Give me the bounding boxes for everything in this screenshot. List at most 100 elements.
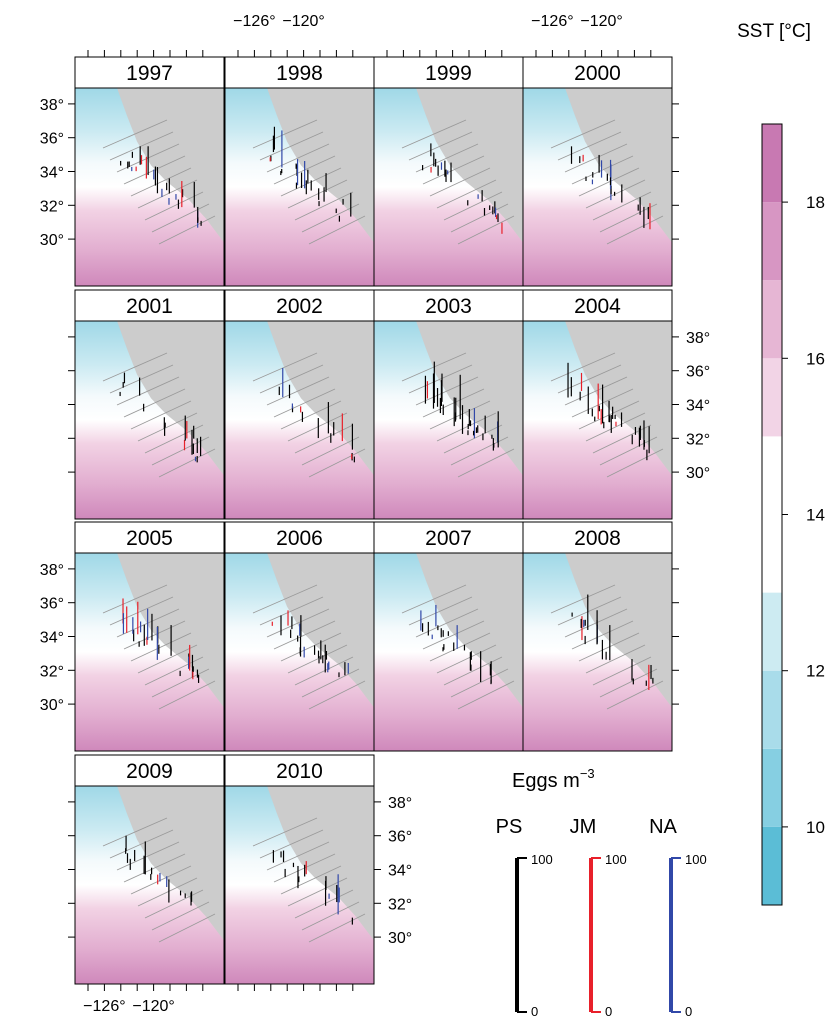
survey-track [151, 436, 210, 466]
egg-spikes [570, 146, 651, 230]
survey-track [308, 215, 366, 245]
lon-tick-label: −126° [233, 13, 275, 30]
panel-year: 2007 [425, 527, 472, 550]
panel-2001: 2001 [74, 289, 225, 520]
panel-border [522, 552, 673, 752]
survey-track [273, 388, 336, 418]
survey-track [137, 877, 198, 907]
survey-track [301, 668, 360, 698]
survey-track [401, 584, 467, 614]
panel-header [373, 289, 524, 322]
panel-header [522, 521, 673, 554]
lat-tick-label: 36° [388, 829, 412, 846]
survey-track [429, 632, 491, 662]
colorbar-band [762, 592, 782, 671]
egg-spikes [571, 594, 654, 690]
survey-tracks [252, 119, 366, 245]
lat-tick-label: 38° [686, 330, 710, 347]
survey-track [422, 620, 485, 650]
panel-2005: 2005 [74, 521, 225, 752]
survey-track [415, 376, 479, 406]
lat-tick-label: 34° [686, 398, 710, 415]
survey-tracks [550, 584, 664, 710]
survey-tracks [401, 119, 515, 245]
survey-track [599, 668, 658, 698]
colorbar-band [762, 436, 782, 593]
survey-track [606, 215, 664, 245]
panel-1999: 1999 [373, 56, 524, 287]
survey-track [415, 608, 479, 638]
legend-title: Eggs m−3 [512, 766, 595, 792]
survey-track [137, 179, 198, 209]
legend-max-label: 100 [685, 852, 707, 867]
colorbar-band [762, 202, 782, 281]
panel-year: 2000 [574, 62, 621, 85]
survey-track [252, 352, 318, 382]
lat-tick-label: 34° [40, 165, 64, 182]
survey-track [308, 448, 366, 478]
survey-track [130, 865, 192, 895]
survey-track [158, 448, 216, 478]
land-mass [565, 553, 672, 708]
lon-tick-label: −120° [282, 13, 324, 30]
colorbar-tick-label: 18 [806, 193, 825, 212]
legend-min-label: 0 [685, 1004, 692, 1019]
survey-track [252, 584, 318, 614]
survey-track [457, 680, 515, 710]
survey-track [158, 215, 216, 245]
colorbar-tick-label: 16 [806, 349, 825, 368]
survey-track [266, 608, 330, 638]
panel-year: 2008 [574, 527, 621, 550]
colorbar-tick-label: 14 [806, 506, 825, 525]
panel-year: 2009 [126, 760, 173, 783]
panel-year: 1999 [425, 62, 472, 85]
panel-year: 1998 [276, 62, 323, 85]
lon-tick-label: −120° [580, 13, 622, 30]
panel-2006: 2006 [224, 521, 375, 752]
panel-header [74, 56, 225, 89]
panel-2000: 2000 [522, 56, 673, 287]
lon-tick-label: −126° [531, 13, 573, 30]
colorbar-band [762, 748, 782, 827]
egg-spikes [125, 835, 193, 906]
panel-border [74, 552, 225, 752]
legend-max-label: 100 [605, 852, 627, 867]
survey-track [443, 424, 503, 454]
survey-track [109, 596, 174, 626]
egg-spikes [269, 126, 352, 222]
panel-border [74, 320, 225, 520]
survey-track [401, 119, 467, 149]
survey-track [457, 215, 515, 245]
survey-track [116, 376, 180, 406]
legend-min-label: 0 [531, 1004, 538, 1019]
survey-track [266, 841, 330, 871]
lat-tick-label: 38° [388, 795, 412, 812]
colorbar-band [762, 358, 782, 437]
survey-track [137, 644, 198, 674]
survey-track [287, 877, 348, 907]
land-mass [267, 88, 374, 243]
survey-track [158, 680, 216, 710]
lat-tick-label: 30° [40, 697, 64, 714]
survey-track [259, 364, 324, 394]
survey-track [109, 364, 174, 394]
lat-tick-label: 38° [40, 562, 64, 579]
colorbar-title: SST [°C] [737, 21, 811, 42]
land-mass [117, 321, 224, 476]
lat-tick-label: 32° [40, 198, 64, 215]
survey-track [443, 191, 503, 221]
survey-track [564, 376, 628, 406]
survey-track [123, 388, 186, 418]
survey-track [266, 376, 330, 406]
legend-series-name: NA [649, 816, 677, 838]
survey-tracks [102, 352, 216, 478]
survey-track [408, 596, 473, 626]
survey-track [443, 656, 503, 686]
lat-tick-label: 34° [40, 630, 64, 647]
panel-1997: 1997 [74, 56, 225, 287]
survey-track [102, 352, 168, 382]
colorbar-tick-label: 12 [806, 662, 825, 681]
panel-2010: 2010 [224, 754, 375, 985]
survey-tracks [252, 352, 366, 478]
